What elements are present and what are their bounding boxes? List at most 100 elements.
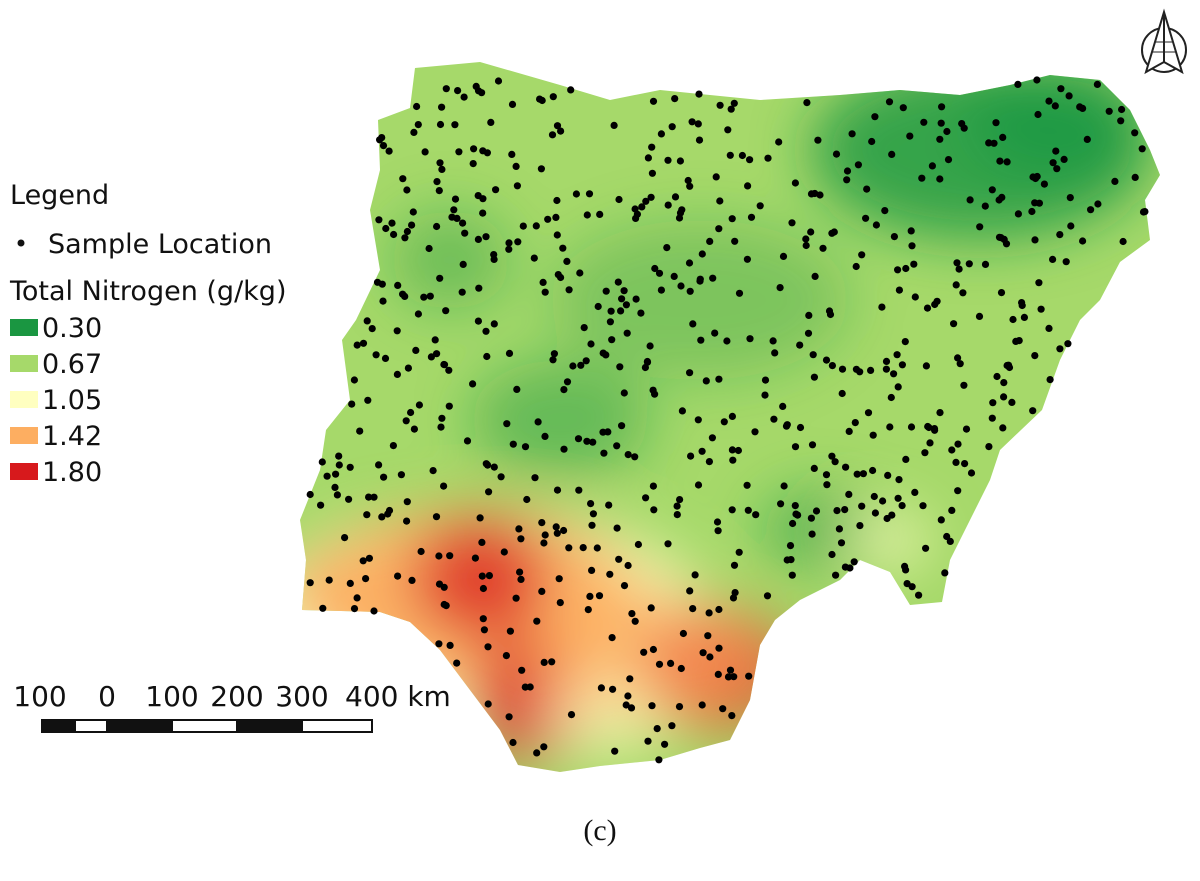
sample-dot — [712, 173, 720, 181]
sample-dot — [911, 293, 919, 301]
sample-dot — [631, 205, 639, 213]
sample-dot — [534, 418, 542, 426]
sample-dot — [702, 377, 710, 385]
sample-dot — [664, 201, 672, 209]
sample-dot — [723, 337, 731, 345]
sample-dot — [714, 527, 722, 535]
sample-dot — [375, 216, 383, 224]
sample-dot — [920, 118, 928, 126]
sample-dot — [1003, 158, 1011, 166]
sample-dot — [883, 514, 891, 523]
sample-dot — [657, 286, 666, 294]
sample-dot — [724, 673, 733, 681]
sample-dot — [599, 428, 607, 436]
sample-dot — [433, 350, 441, 358]
sample-dot — [885, 98, 894, 106]
sample-dot — [618, 422, 626, 430]
sample-dot — [588, 566, 596, 575]
sample-dot — [390, 230, 398, 239]
sample-dot — [694, 481, 703, 489]
sample-dot — [890, 370, 898, 378]
sample-dot — [716, 101, 724, 109]
sample-dot — [886, 423, 894, 431]
sample-dot — [838, 365, 847, 373]
sample-dot — [864, 409, 873, 417]
sample-dot — [550, 350, 559, 358]
sample-dot — [894, 266, 902, 274]
sample-dot — [1031, 199, 1039, 207]
sample-dot — [686, 182, 694, 190]
sample-dot — [953, 259, 961, 267]
sample-dot — [538, 519, 546, 527]
sample-dot — [843, 167, 852, 175]
sample-dot — [898, 502, 906, 510]
sample-dot — [345, 495, 353, 503]
sample-dot — [331, 483, 339, 491]
sample-dot — [647, 193, 655, 201]
sample-dot — [1045, 97, 1053, 105]
sample-dot — [394, 572, 402, 580]
sample-dot — [673, 502, 681, 510]
sample-dot — [484, 700, 492, 708]
sample-dot — [385, 147, 393, 155]
sample-dot — [559, 244, 567, 252]
sample-dot — [451, 195, 460, 203]
sample-dot — [483, 352, 491, 361]
sample-dot — [363, 317, 371, 325]
sample-dot — [709, 274, 717, 282]
sample-dot — [895, 286, 904, 294]
sample-dot — [589, 510, 598, 518]
sample-dot — [350, 605, 359, 613]
sample-dot — [996, 157, 1004, 165]
sample-dot — [306, 579, 314, 587]
sample-dot — [472, 82, 480, 90]
sample-dot — [819, 244, 827, 252]
sample-dot — [906, 132, 914, 140]
sample-dot — [323, 472, 331, 480]
sample-dot — [1117, 117, 1125, 125]
sample-dot — [490, 320, 498, 328]
sample-dot — [574, 435, 583, 443]
sample-dot — [335, 452, 343, 460]
sample-dot — [850, 558, 858, 566]
sample-dot — [676, 157, 685, 165]
sample-dot — [306, 490, 314, 499]
sample-dot — [731, 237, 739, 245]
sample-dot — [399, 175, 407, 183]
sample-dot — [421, 148, 429, 156]
sample-dot — [505, 245, 513, 253]
sample-dot — [459, 260, 467, 268]
scale-label: 100 — [145, 680, 198, 713]
legend-swatch — [10, 427, 38, 444]
sample-dot — [716, 197, 724, 205]
sample-dot — [373, 278, 382, 286]
sample-dot — [966, 196, 974, 204]
sample-dot — [962, 425, 971, 433]
sample-dot — [318, 458, 326, 466]
sample-dot — [460, 93, 468, 101]
sample-dot — [898, 361, 907, 369]
sample-dot — [580, 324, 588, 332]
sample-dot — [943, 127, 951, 136]
sample-dot — [655, 269, 664, 277]
sample-dot — [541, 432, 549, 440]
sample-dot — [808, 530, 816, 538]
sample-dot — [414, 310, 422, 318]
legend-title: Legend — [10, 180, 109, 211]
sample-dot — [868, 137, 876, 146]
sample-dot — [353, 341, 361, 349]
sample-dot — [469, 160, 477, 168]
sample-dot — [831, 458, 839, 466]
sample-dot — [999, 133, 1007, 141]
sample-dot — [810, 373, 819, 381]
sample-dot — [788, 571, 796, 579]
sample-dot — [894, 494, 902, 502]
sample-dot — [432, 513, 441, 521]
sample-dot — [730, 561, 739, 569]
sample-dot — [907, 423, 916, 431]
sample-dot — [706, 653, 714, 661]
sample-dot — [394, 281, 402, 289]
sample-dot — [694, 120, 702, 128]
sample-dot — [761, 391, 769, 399]
sample-dot — [533, 617, 541, 625]
